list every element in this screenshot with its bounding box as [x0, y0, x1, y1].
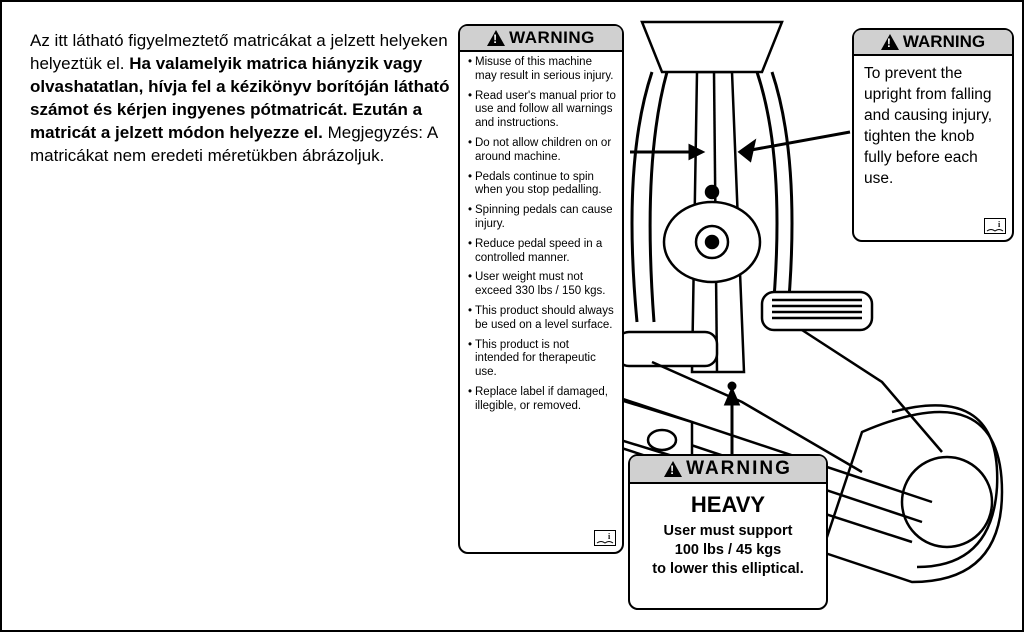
svg-text:i: i	[608, 532, 611, 541]
warning-item: This product should always be used on a …	[468, 305, 616, 333]
heavy-line: User must support	[664, 523, 793, 539]
manual-page: Az itt látható figyelmeztető matricákat …	[0, 0, 1024, 632]
warning-body: Misuse of this machine may result in ser…	[460, 52, 622, 424]
warning-item: Spinning pedals can cause injury.	[468, 204, 616, 232]
warning-triangle-icon	[664, 461, 682, 477]
warning-header: WARNING	[630, 456, 826, 484]
warning-list: Misuse of this machine may result in ser…	[468, 56, 616, 414]
heavy-line: 100 lbs / 45 kgs	[675, 542, 781, 558]
warning-item: Do not allow children on or around machi…	[468, 137, 616, 165]
intro-paragraph: Az itt látható figyelmeztető matricákat …	[30, 30, 450, 168]
warning-label-right: WARNING To prevent the upright from fall…	[852, 28, 1014, 242]
warning-item: User weight must not exceed 330 lbs / 15…	[468, 271, 616, 299]
warning-body: To prevent the upright from falling and …	[854, 56, 1012, 198]
manual-icon: i	[594, 530, 616, 546]
warning-header: WARNING	[460, 26, 622, 52]
warning-triangle-icon	[881, 34, 899, 50]
warning-item: Replace label if damaged, illegible, or …	[468, 386, 616, 414]
warning-word: WARNING	[903, 32, 985, 52]
warning-body: HEAVY User must support 100 lbs / 45 kgs…	[630, 484, 826, 587]
svg-text:i: i	[998, 220, 1001, 229]
warning-label-bottom: WARNING HEAVY User must support 100 lbs …	[628, 454, 828, 610]
warning-header: WARNING	[854, 30, 1012, 56]
heavy-sub: User must support 100 lbs / 45 kgs to lo…	[636, 522, 820, 579]
warning-item: Misuse of this machine may result in ser…	[468, 56, 616, 84]
warning-word: WARNING	[686, 458, 792, 480]
manual-icon: i	[984, 218, 1006, 234]
warning-text: To prevent the upright from falling and …	[864, 65, 992, 187]
warning-item: Read user's manual prior to use and foll…	[468, 90, 616, 131]
warning-label-left: WARNING Misuse of this machine may resul…	[458, 24, 624, 554]
warning-triangle-icon	[487, 30, 505, 46]
warning-word: WARNING	[509, 28, 595, 48]
heavy-label: HEAVY	[636, 492, 820, 518]
warning-item: Reduce pedal speed in a controlled manne…	[468, 238, 616, 266]
warning-item: This product is not intended for therape…	[468, 339, 616, 380]
warning-item: Pedals continue to spin when you stop pe…	[468, 171, 616, 199]
heavy-line: to lower this elliptical.	[652, 561, 803, 577]
